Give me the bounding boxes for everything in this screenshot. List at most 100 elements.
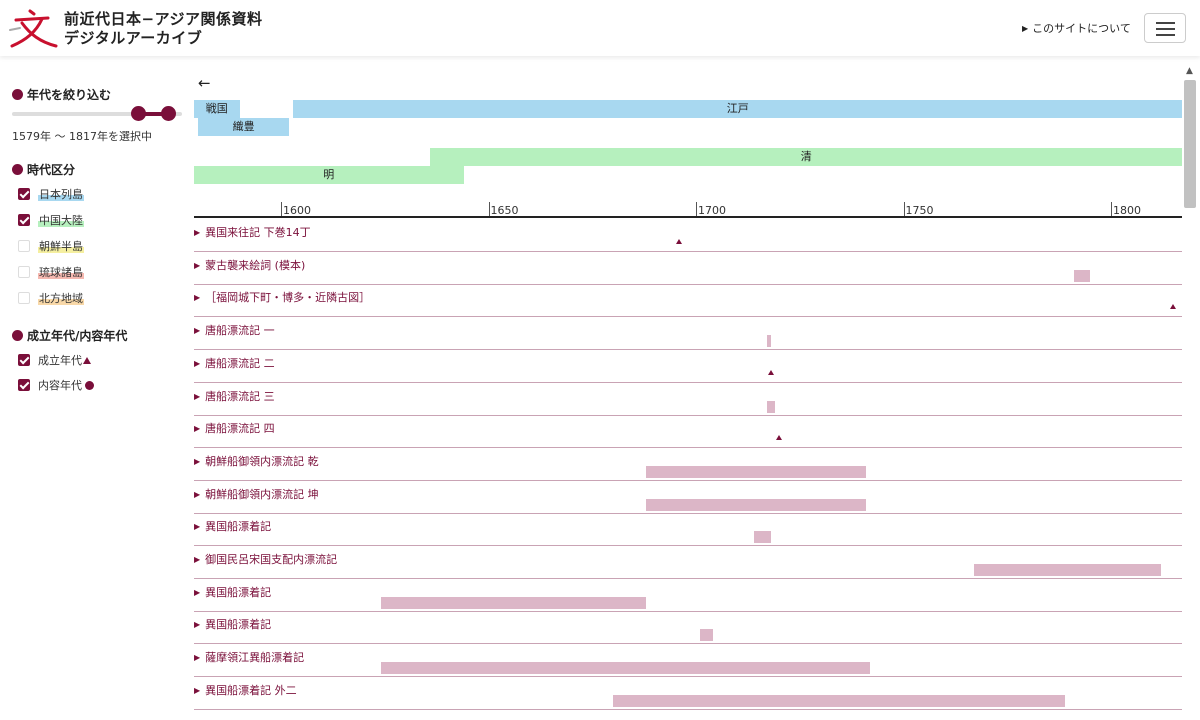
timeline-row[interactable]: ▶ 薩摩領江異船漂着記	[194, 644, 1182, 678]
caret-right-icon: ▶	[194, 260, 201, 270]
checkbox-unchecked-icon[interactable]	[18, 240, 30, 252]
caret-right-icon: ▶	[1022, 24, 1029, 33]
content-date-bar[interactable]	[380, 596, 647, 609]
checkbox-checked-icon[interactable]	[18, 188, 30, 200]
timeline-row[interactable]: ▶ 異国船漂着記	[194, 579, 1182, 612]
timeline-row[interactable]: ▶ 異国船漂着記	[194, 513, 1182, 547]
date-type-content-checkbox[interactable]: 内容年代	[18, 377, 94, 393]
content-date-bar[interactable]	[380, 662, 871, 675]
founding-date-marker[interactable]	[676, 239, 683, 244]
timeline-row[interactable]: ▶ 異国船漂着記	[194, 611, 1182, 645]
caret-right-icon: ▶	[194, 293, 201, 303]
row-title-text: 異国船漂着記 外二	[205, 683, 297, 697]
content-date-bar[interactable]	[766, 400, 775, 413]
date-type-founding-checkbox[interactable]: 成立年代	[18, 352, 91, 368]
row-title[interactable]: ▶ 唐船漂流記 三	[194, 388, 275, 404]
content-date-bar[interactable]	[646, 465, 867, 478]
row-title-text: 朝鮮船御領内漂流記 坤	[205, 487, 319, 501]
moji-logo-icon[interactable]	[8, 8, 58, 48]
about-link[interactable]: ▶ このサイトについて	[1022, 20, 1131, 36]
row-title-text: 唐船漂流記 一	[205, 324, 275, 338]
founding-date-marker[interactable]	[776, 435, 782, 441]
timeline-row[interactable]: ▶ 朝鮮船御領内漂流記 坤	[194, 481, 1182, 514]
timeline-axis	[194, 216, 1182, 218]
page-scrollbar[interactable]: ▲	[1182, 64, 1200, 720]
timeline-row[interactable]: ▶ ［福岡城下町・博多・近隣古図］	[194, 284, 1182, 318]
row-title[interactable]: ▶ 異国来往記 下巻14丁	[194, 224, 311, 240]
row-title[interactable]: ▶ 異国船漂着記	[194, 616, 271, 632]
content-date-bar[interactable]	[646, 498, 867, 511]
region-checkbox-row[interactable]: 朝鮮半島	[18, 238, 84, 254]
bullet-dot-icon	[12, 89, 23, 100]
row-title-text: 異国船漂着記	[205, 520, 272, 534]
timeline-row[interactable]: ▶ 唐船漂流記 三	[194, 383, 1182, 416]
timeline-row[interactable]: ▶ 異国船漂着記 外二	[194, 677, 1182, 710]
row-title[interactable]: ▶ 御国民呂宋国支配内漂流記	[194, 551, 337, 567]
content-date-bar[interactable]	[974, 564, 1161, 576]
row-title[interactable]: ▶ 異国船漂着記	[194, 518, 271, 534]
row-title[interactable]: ▶ 唐船漂流記 一	[194, 322, 275, 338]
period-heading: 時代区分	[12, 161, 75, 178]
checkbox-unchecked-icon[interactable]	[18, 292, 30, 304]
site-title-line2: デジタルアーカイブ	[64, 29, 203, 47]
timeline-panel: ← 戦国 江戸 織豊清明 1600 1650 1700 1750 1800 ▶ 異国来往記 下…	[194, 56, 1182, 720]
year-selection-text: 1579年 〜 1817年を選択中	[12, 130, 152, 143]
region-checkbox-row[interactable]: 中国大陸	[18, 212, 84, 228]
row-title[interactable]: ▶ 異国船漂着記	[194, 584, 271, 600]
region-checkbox-row[interactable]: 琉球諸島	[18, 264, 84, 280]
timeline-row[interactable]: ▶ 唐船漂流記 四	[194, 415, 1182, 449]
checkbox-unchecked-icon[interactable]	[18, 266, 30, 278]
axis-tick-label: 1750	[905, 204, 934, 217]
timeline-row[interactable]: ▶ 蒙古襲来絵詞 (模本)	[194, 252, 1182, 285]
scrollbar-thumb[interactable]	[1184, 80, 1196, 208]
row-title-text: 異国船漂着記	[205, 618, 272, 632]
site-header: 前近代日本−アジア関係資料 デジタルアーカイブ ▶ このサイトについて	[0, 0, 1200, 56]
timeline-row[interactable]: ▶ 朝鮮船御領内漂流記 乾	[194, 448, 1182, 481]
row-title-text: 朝鮮船御領内漂流記 乾	[205, 454, 319, 468]
circle-marker-icon	[85, 381, 94, 390]
content-date-bar[interactable]	[700, 629, 713, 642]
row-title[interactable]: ▶ 唐船漂流記 二	[194, 355, 275, 371]
content-date-bar[interactable]	[1073, 269, 1091, 282]
caret-right-icon: ▶	[194, 620, 201, 630]
caret-right-icon: ▶	[194, 456, 201, 466]
date-type-heading: 成立年代/内容年代	[12, 327, 127, 344]
checkbox-checked-icon[interactable]	[18, 379, 30, 391]
timeline-row[interactable]: ▶ 唐船漂流記 一	[194, 317, 1182, 351]
row-title[interactable]: ▶ 異国船漂着記 外二	[194, 682, 297, 698]
region-label: 日本列島	[38, 188, 84, 201]
year-slider-min-handle[interactable]	[131, 106, 146, 121]
site-title[interactable]: 前近代日本−アジア関係資料 デジタルアーカイブ	[64, 10, 262, 48]
axis-tick	[488, 202, 490, 216]
caret-right-icon: ▶	[194, 358, 201, 368]
row-title[interactable]: ▶ 朝鮮船御領内漂流記 乾	[194, 453, 319, 469]
row-title-text: 薩摩領江異船漂着記	[205, 651, 305, 665]
content-date-bar[interactable]	[613, 694, 1066, 707]
back-arrow-icon[interactable]: ←	[198, 74, 211, 92]
hamburger-icon-bar	[1156, 34, 1175, 36]
founding-date-marker[interactable]	[1170, 304, 1177, 310]
row-title[interactable]: ▶ 薩摩領江異船漂着記	[194, 649, 304, 665]
row-title-text: 異国船漂着記	[205, 585, 272, 599]
row-title[interactable]: ▶ ［福岡城下町・博多・近隣古図］	[194, 289, 370, 305]
founding-date-marker[interactable]	[767, 369, 774, 375]
content-date-bar[interactable]	[766, 335, 771, 348]
hamburger-menu-button[interactable]	[1144, 13, 1186, 43]
timeline-row[interactable]: ▶ 異国来往記 下巻14丁	[194, 219, 1182, 252]
year-slider-max-handle[interactable]	[161, 106, 176, 121]
era-band: 江戸	[293, 100, 1182, 118]
timeline-row[interactable]: ▶ 御国民呂宋国支配内漂流記	[194, 546, 1182, 579]
row-title[interactable]: ▶ 蒙古襲来絵詞 (模本)	[194, 257, 305, 273]
timeline-row[interactable]: ▶ 唐船漂流記 二	[194, 350, 1182, 383]
content-date-bar[interactable]	[754, 531, 771, 544]
checkbox-checked-icon[interactable]	[18, 354, 30, 366]
scroll-up-arrow-icon[interactable]: ▲	[1186, 66, 1193, 76]
row-title[interactable]: ▶ 朝鮮船御領内漂流記 坤	[194, 486, 319, 502]
axis-tick-label: 1650	[490, 204, 519, 217]
checkbox-checked-icon[interactable]	[18, 214, 30, 226]
region-checkbox-row[interactable]: 北方地域	[18, 290, 84, 306]
year-slider-track[interactable]	[12, 112, 182, 116]
triangle-marker-icon	[83, 357, 91, 364]
region-checkbox-row[interactable]: 日本列島	[18, 186, 84, 202]
row-title[interactable]: ▶ 唐船漂流記 四	[194, 420, 275, 436]
